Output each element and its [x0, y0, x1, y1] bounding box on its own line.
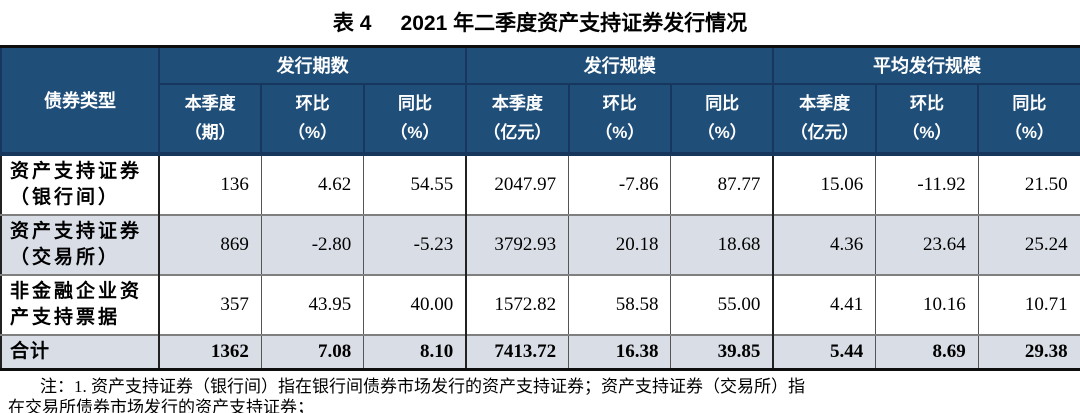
column-header-line2: （期）	[184, 123, 236, 142]
column-header-line1: 同比	[705, 94, 740, 113]
column-header-line1: 同比	[397, 94, 432, 113]
column-header: 本季度 （亿元）	[465, 82, 570, 155]
column-header-bond-type: 债券类型	[0, 45, 160, 155]
column-header-line1: 环比	[602, 94, 637, 113]
table-header: 债券类型 发行期数 发行规模 平均发行规模 本季度 （期） 环比 （%） 同比 …	[0, 45, 1080, 155]
row-label: 资产支持证券 （银行间）	[0, 153, 159, 215]
table-cell: 7.08	[260, 334, 364, 369]
row-label: 非金融企业资 产支持票据	[0, 274, 159, 335]
table-cell: 10.16	[875, 274, 979, 335]
table-cell: 29.38	[977, 334, 1080, 369]
table-row-abn-nonfinancial: 非金融企业资 产支持票据 357 43.95 40.00 1572.82 58.…	[0, 274, 1080, 335]
table-cell: 5.44	[772, 334, 876, 369]
row-label-total: 合计	[0, 334, 159, 369]
column-header: 同比 （%）	[362, 82, 468, 155]
table-cell: 20.18	[568, 214, 671, 275]
row-label: 资产支持证券 （交易所）	[0, 214, 159, 275]
table-cell: 55.00	[670, 274, 774, 335]
table-cell: -2.80	[260, 214, 364, 275]
table-cell: 357	[157, 274, 262, 335]
column-header-line2: （亿元）	[483, 123, 552, 142]
row-label-line1: 资产支持证券	[10, 160, 143, 182]
table-cell: 39.85	[670, 334, 774, 369]
table-cell: 136	[157, 153, 262, 215]
table-cell: 23.64	[875, 214, 979, 275]
column-header: 同比 （%）	[669, 82, 775, 155]
column-header-line2: （%）	[697, 123, 747, 142]
column-header-line2: （%）	[390, 123, 440, 142]
column-header: 同比 （%）	[977, 82, 1080, 155]
sub-header-row: 本季度 （期） 环比 （%） 同比 （%） 本季度 （亿元） 环比 （%）	[1, 82, 1080, 155]
table-row-abs-interbank: 资产支持证券 （银行间） 136 4.62 54.55 2047.97 -7.8…	[0, 153, 1080, 215]
group-header-row: 债券类型 发行期数 发行规模 平均发行规模	[0, 45, 1080, 155]
table-cell: 1362	[157, 334, 262, 369]
table-title: 表 4 2021 年二季度资产支持证券发行情况	[332, 12, 748, 35]
column-header: 环比 （%）	[260, 82, 365, 155]
table-cell: 4.41	[772, 274, 876, 335]
note-line-1: 注：1. 资产支持证券（银行间）指在银行间债券市场发行的资产支持证券；资产支持证…	[40, 376, 805, 396]
table-cell: 21.50	[977, 153, 1080, 215]
column-header: 环比 （%）	[874, 82, 980, 155]
table-cell: 10.71	[977, 274, 1080, 335]
row-label-line2: （银行间）	[10, 186, 121, 208]
table-row-abs-exchange: 资产支持证券 （交易所） 869 -2.80 -5.23 3792.93 20.…	[0, 214, 1080, 275]
table-cell: -11.92	[875, 153, 979, 215]
table-cell: 4.62	[260, 153, 364, 215]
table-cell: 15.06	[772, 153, 876, 215]
column-header-line2: （亿元）	[790, 123, 859, 142]
column-header: 本季度 （亿元）	[772, 82, 877, 155]
table-cell: 54.55	[363, 153, 467, 215]
abs-issuance-table: 债券类型 发行期数 发行规模 平均发行规模 本季度 （期） 环比 （%） 同比 …	[0, 45, 1080, 371]
table-cell: 43.95	[260, 274, 364, 335]
column-header-line1: 环比	[909, 94, 944, 113]
column-header-line1: 环比	[295, 94, 330, 113]
column-header-line2: （%）	[288, 123, 338, 142]
table-cell: 2047.97	[465, 153, 569, 215]
column-header-line1: 本季度	[184, 94, 236, 113]
table-body: 资产支持证券 （银行间） 136 4.62 54.55 2047.97 -7.8…	[0, 153, 1080, 369]
note-line-2: 在交易所债券市场发行的资产支持证券；	[8, 397, 314, 413]
group-header-avg-issue-scale: 平均发行规模	[772, 45, 1080, 85]
column-header: 环比 （%）	[567, 82, 672, 155]
table-cell: -5.23	[363, 214, 467, 275]
column-header-line2: （%）	[902, 123, 952, 142]
table-cell: 8.69	[875, 334, 979, 369]
column-header-line2: （%）	[595, 123, 645, 142]
table-cell: 16.38	[568, 334, 671, 369]
row-label-line1: 资产支持证券	[10, 220, 143, 242]
row-label-line2: （交易所）	[10, 246, 121, 268]
table-notes: 注：1. 资产支持证券（银行间）指在银行间债券市场发行的资产支持证券；资产支持证…	[0, 371, 1080, 413]
table-cell: 58.58	[568, 274, 671, 335]
group-header-issue-scale: 发行规模	[465, 45, 775, 85]
table-cell: 18.68	[670, 214, 774, 275]
table-cell: 40.00	[363, 274, 467, 335]
table-cell: 1572.82	[465, 274, 569, 335]
table-cell: 869	[157, 214, 262, 275]
table-cell: -7.86	[568, 153, 671, 215]
row-label-line1: 非金融企业资	[10, 280, 143, 302]
column-header-line1: 同比	[1012, 94, 1047, 113]
column-header-line1: 本季度	[491, 94, 543, 113]
column-header-line2: （%）	[1004, 123, 1054, 142]
group-header-issue-count: 发行期数	[157, 45, 468, 85]
table-row-total: 合计 1362 7.08 8.10 7413.72 16.38 39.85 5.…	[0, 334, 1080, 369]
table-cell: 7413.72	[465, 334, 569, 369]
column-header: 本季度 （期）	[157, 82, 263, 155]
table-cell: 87.77	[670, 153, 774, 215]
table-cell: 8.10	[363, 334, 467, 369]
table-cell: 25.24	[977, 214, 1080, 275]
column-header-line1: 本季度	[799, 94, 851, 113]
row-label-line2: 产支持票据	[10, 306, 121, 328]
table-cell: 4.36	[772, 214, 876, 275]
table-cell: 3792.93	[465, 214, 569, 275]
